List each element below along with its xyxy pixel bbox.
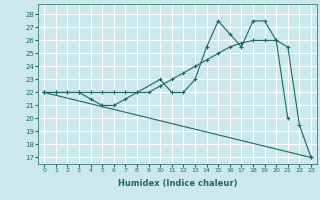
- X-axis label: Humidex (Indice chaleur): Humidex (Indice chaleur): [118, 179, 237, 188]
